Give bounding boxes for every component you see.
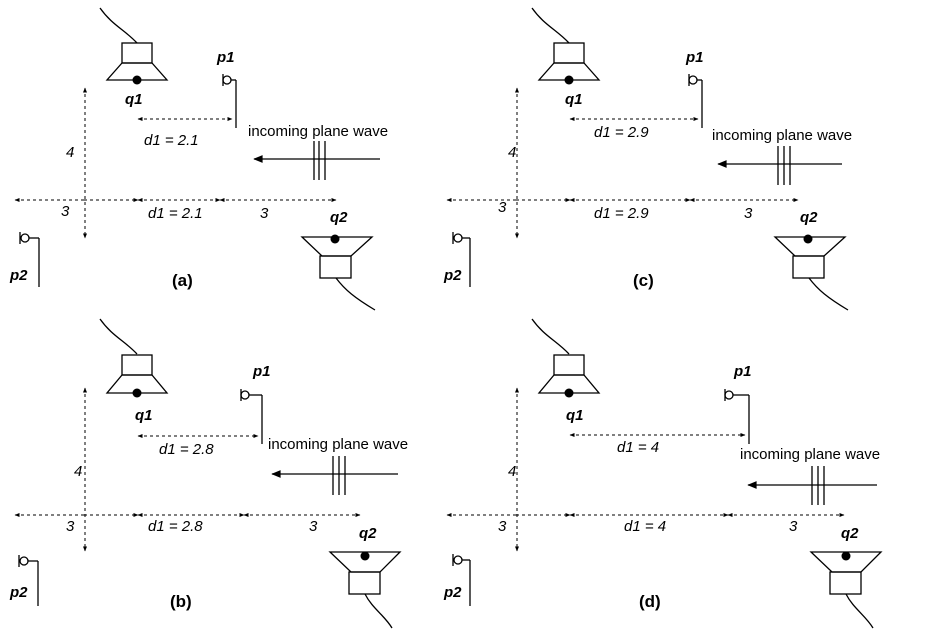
mic-label-bottom: p2: [9, 584, 28, 601]
source-dot-bottom: [330, 234, 340, 244]
microphone-bottom: [452, 232, 471, 287]
speaker-bottom: [328, 551, 402, 595]
d1-label-top: d1 = 2.9: [594, 124, 649, 141]
speaker-top: [537, 354, 601, 398]
panel-a: q1 p1 4 d1 = 2.1 3 d1 = 2.1 3 incoming p…: [9, 7, 388, 311]
cable-bottom: [335, 277, 376, 311]
d1-label-bottom: d1 = 2.9: [594, 205, 649, 222]
microphone-top: [688, 74, 703, 128]
d1-label-bottom: d1 = 2.8: [148, 518, 203, 535]
mic-label-top: p1: [216, 49, 235, 66]
source-label-top: q1: [566, 407, 584, 424]
wave-label: incoming plane wave: [740, 446, 880, 463]
panel-caption: (b): [170, 592, 192, 611]
source-dot-top: [132, 75, 142, 85]
d1-label-top: d1 = 4: [617, 439, 659, 456]
speaker-top: [105, 354, 169, 398]
wavefront-lines: [811, 466, 825, 505]
panel-d: q1 p1 4 d1 = 4 3 d1 = 4 3 incoming plane…: [443, 318, 883, 629]
mic-label-bottom: p2: [9, 267, 28, 284]
speaker-bottom: [809, 551, 883, 595]
wavefront-lines: [332, 456, 346, 495]
source-label-bottom: q2: [800, 209, 818, 226]
panel-caption: (a): [172, 271, 193, 290]
source-label-top: q1: [125, 91, 143, 108]
speaker-top: [105, 42, 169, 85]
microphone-top: [222, 74, 237, 128]
speaker-bottom: [300, 234, 374, 279]
speaker-top: [537, 42, 601, 85]
height-label: 4: [508, 463, 516, 480]
wavefront-lines: [777, 146, 791, 185]
side-label-right: 3: [744, 205, 753, 222]
microphone-bottom: [19, 232, 40, 287]
panel-b: q1 p1 4 d1 = 2.8 3 d1 = 2.8 3 incoming p…: [9, 318, 408, 629]
height-label: 4: [74, 463, 82, 480]
wavefront-lines: [313, 141, 326, 180]
d1-label-bottom: d1 = 4: [624, 518, 666, 535]
source-label-bottom: q2: [330, 209, 348, 226]
height-label: 4: [66, 144, 74, 161]
panel-c: q1 p1 4 d1 = 2.9 3 d1 = 2.9 3 incoming p…: [443, 7, 852, 311]
mic-label-top: p1: [733, 363, 752, 380]
source-label-bottom: q2: [359, 525, 377, 542]
wave-label: incoming plane wave: [248, 123, 388, 140]
mic-label-bottom: p2: [443, 267, 462, 284]
speaker-bottom: [773, 234, 847, 279]
microphone-top: [240, 389, 263, 444]
side-label-right: 3: [260, 205, 269, 222]
d1-label-bottom: d1 = 2.1: [148, 205, 203, 222]
side-label-left: 3: [498, 199, 507, 216]
source-label-top: q1: [565, 91, 583, 108]
side-label-left: 3: [498, 518, 507, 535]
d1-label-top: d1 = 2.1: [144, 132, 199, 149]
d1-label-top: d1 = 2.8: [159, 441, 214, 458]
mic-label-top: p1: [685, 49, 704, 66]
side-label-right: 3: [789, 518, 798, 535]
panel-caption: (c): [633, 271, 654, 290]
side-label-right: 3: [309, 518, 318, 535]
microphone-top: [724, 389, 750, 444]
source-label-top: q1: [135, 407, 153, 424]
microphone-bottom: [452, 554, 471, 606]
wave-label: incoming plane wave: [712, 127, 852, 144]
side-label-left: 3: [66, 518, 75, 535]
cable-top: [99, 7, 138, 44]
mic-label-top: p1: [252, 363, 271, 380]
height-label: 4: [508, 144, 516, 161]
source-label-bottom: q2: [841, 525, 859, 542]
microphone-bottom: [18, 555, 39, 606]
mic-label-bottom: p2: [443, 584, 462, 601]
side-label-left: 3: [61, 203, 70, 220]
wave-label: incoming plane wave: [268, 436, 408, 453]
panel-caption: (d): [639, 592, 661, 611]
